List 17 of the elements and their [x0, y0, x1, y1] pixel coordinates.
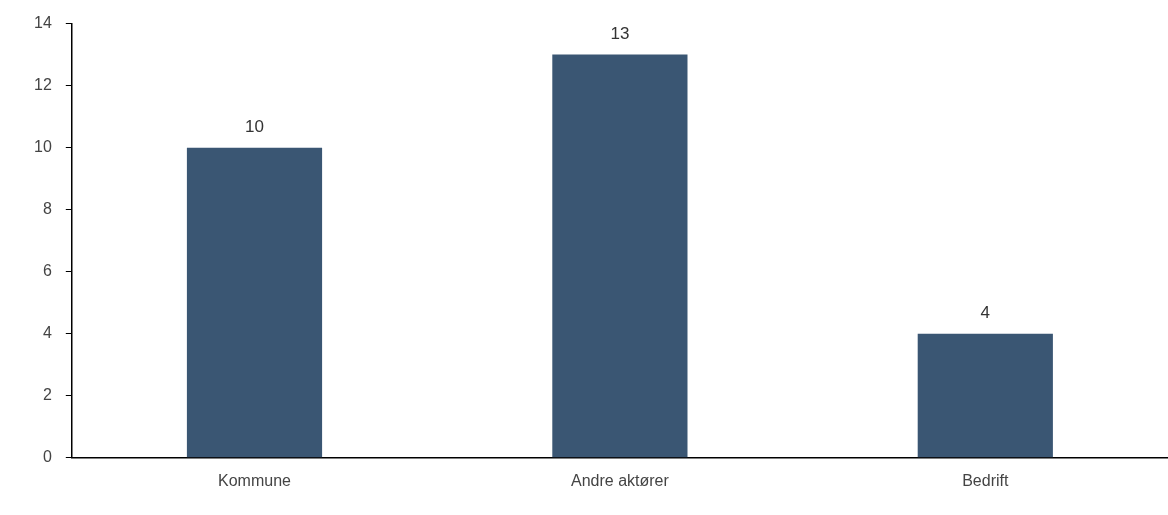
bar: [186, 147, 323, 458]
y-tick-label: 2: [42, 386, 52, 404]
y-tick-label: 10: [34, 138, 52, 156]
x-tick-label: Bedrift: [962, 471, 1009, 489]
y-tick-label: 8: [42, 200, 52, 218]
bar: [552, 54, 688, 458]
y-tick-label: 12: [34, 76, 52, 94]
y-tick-label: 6: [42, 262, 52, 280]
bar: [917, 333, 1053, 458]
data-label: 10: [245, 116, 264, 136]
y-tick-label: 0: [42, 448, 52, 466]
x-tick-label: Kommune: [218, 471, 292, 489]
data-label: 4: [980, 302, 991, 322]
y-tick-label: 4: [42, 324, 52, 342]
y-tick-label: 14: [34, 14, 52, 32]
x-tick-label: Andre aktører: [570, 471, 670, 489]
data-label: 13: [610, 23, 630, 43]
